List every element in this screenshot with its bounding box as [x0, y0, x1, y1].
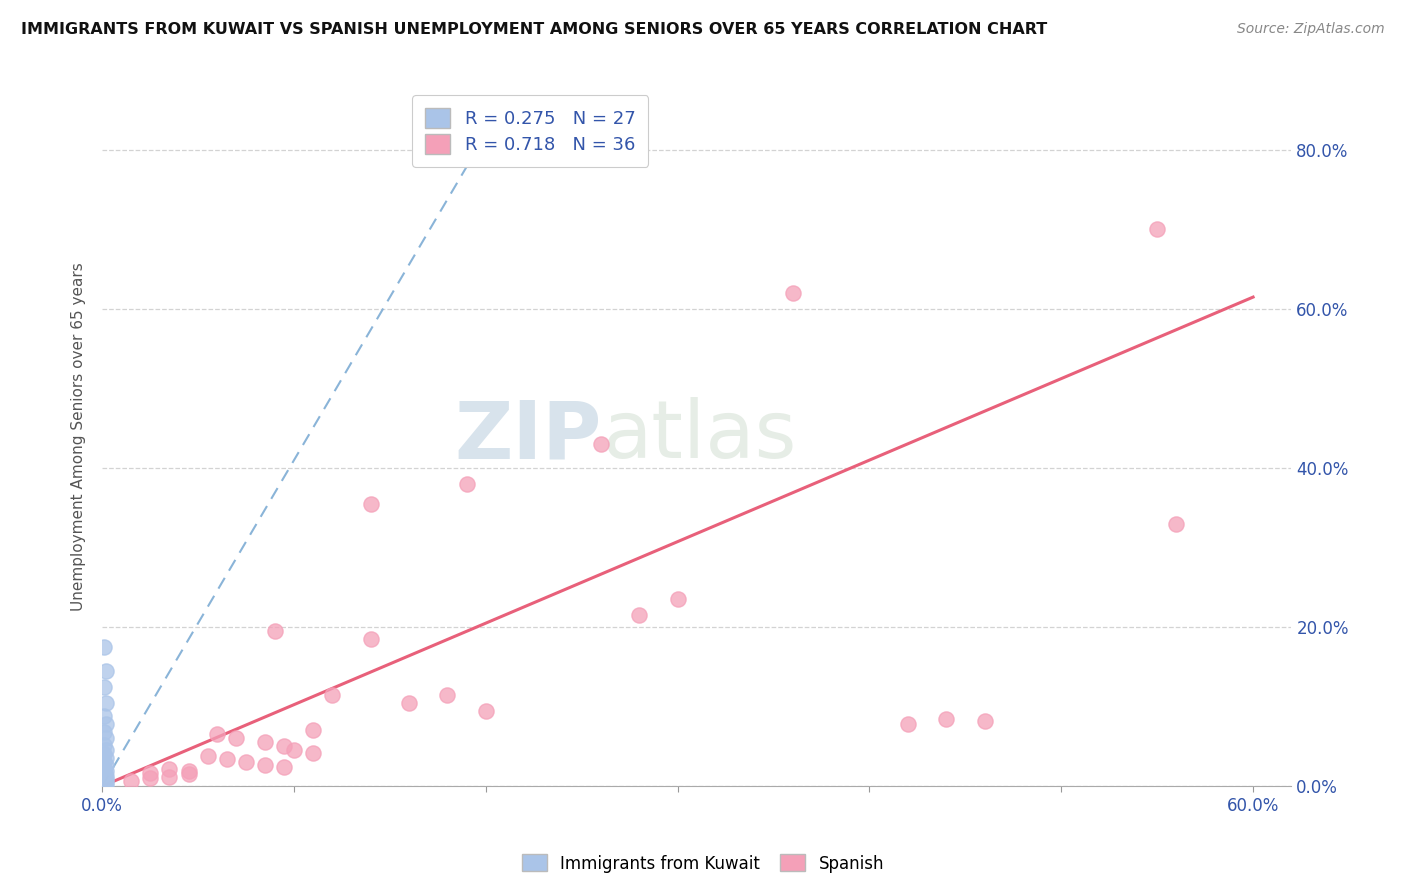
Text: ZIP: ZIP [454, 397, 602, 475]
Point [93, 747, 115, 762]
Point [93, 640, 115, 654]
Point [93, 680, 115, 694]
Point [93, 776, 115, 790]
Point [302, 746, 325, 760]
Point [94, 769, 117, 783]
Point [177, 764, 200, 778]
Point [215, 752, 238, 766]
Point [93, 779, 115, 793]
Point [94, 664, 117, 678]
Point [94, 717, 117, 731]
Legend: Immigrants from Kuwait, Spanish: Immigrants from Kuwait, Spanish [516, 847, 890, 880]
Point [973, 714, 995, 728]
Point [475, 704, 498, 718]
Point [897, 717, 920, 731]
Y-axis label: Unemployment Among Seniors over 65 years: Unemployment Among Seniors over 65 years [72, 262, 86, 611]
Point [93, 709, 115, 723]
Point [94, 778, 117, 792]
Point [94, 742, 117, 756]
Point [197, 748, 219, 763]
Point [177, 767, 200, 781]
Point [263, 624, 285, 638]
Point [139, 765, 162, 780]
Point [273, 760, 295, 774]
Point [254, 735, 277, 749]
Point [94, 764, 117, 778]
Point [935, 712, 957, 726]
Text: IMMIGRANTS FROM KUWAIT VS SPANISH UNEMPLOYMENT AMONG SENIORS OVER 65 YEARS CORRE: IMMIGRANTS FROM KUWAIT VS SPANISH UNEMPL… [21, 22, 1047, 37]
Point [360, 497, 382, 511]
Legend: R = 0.275   N = 27, R = 0.718   N = 36: R = 0.275 N = 27, R = 0.718 N = 36 [412, 95, 648, 167]
Point [94, 751, 117, 765]
Point [436, 688, 458, 702]
Point [321, 688, 343, 702]
Point [782, 286, 804, 301]
Point [94, 775, 117, 789]
Point [93, 777, 115, 791]
Point [93, 771, 115, 785]
Point [94, 731, 117, 746]
Point [93, 773, 115, 788]
Point [93, 738, 115, 752]
Point [360, 632, 382, 646]
Point [207, 727, 229, 741]
Point [398, 696, 420, 710]
Point [273, 739, 295, 754]
Text: atlas: atlas [602, 397, 796, 475]
Text: Source: ZipAtlas.com: Source: ZipAtlas.com [1237, 22, 1385, 37]
Point [225, 731, 247, 746]
Point [1146, 222, 1168, 236]
Point [93, 725, 115, 739]
Point [93, 778, 115, 792]
Point [93, 762, 115, 776]
Point [1166, 516, 1188, 531]
Point [93, 756, 115, 770]
Point [94, 772, 117, 786]
Point [120, 773, 142, 788]
Point [94, 696, 117, 710]
Point [589, 437, 612, 451]
Point [93, 766, 115, 780]
Point [628, 608, 651, 623]
Point [139, 771, 162, 785]
Point [456, 477, 478, 491]
Point [235, 756, 257, 770]
Point [283, 743, 305, 757]
Point [302, 723, 325, 738]
Point [157, 770, 180, 784]
Point [254, 757, 277, 772]
Point [94, 758, 117, 772]
Point [157, 762, 180, 776]
Point [666, 592, 689, 607]
